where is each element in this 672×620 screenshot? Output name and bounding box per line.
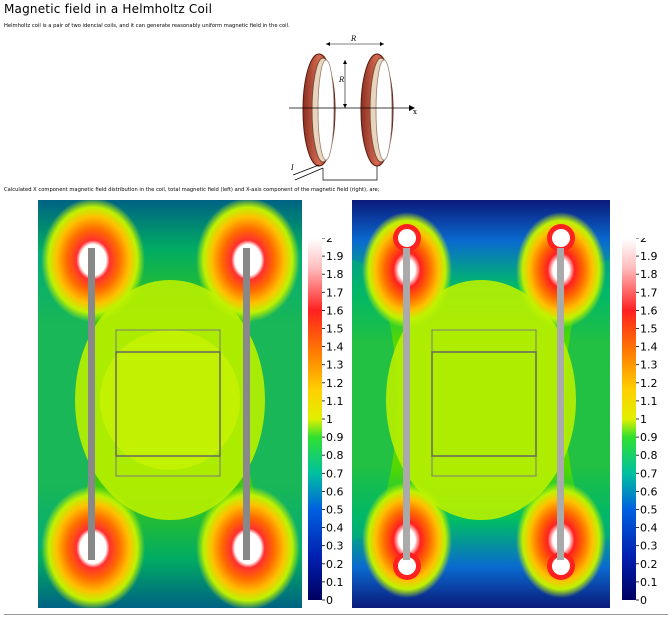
colorbar-tick-label: 0.2: [326, 558, 344, 571]
colorbar-tick-label: 2: [326, 238, 333, 245]
colorbar-tick-label: 0.7: [640, 467, 658, 480]
colorbar-tick-label: 0.3: [326, 540, 344, 553]
colorbar-tick-label: 1.3: [640, 359, 658, 372]
colorbar-tick-label: 1.2: [640, 377, 658, 390]
intro-text: Helmholtz coil is a pair of two idencial…: [4, 23, 290, 29]
x-axis-label: x: [413, 108, 417, 116]
colorbar-tick-label: 1.5: [640, 323, 658, 336]
radius-label: R: [338, 76, 345, 84]
horizontal-rule: [4, 614, 668, 615]
colorbar-tick-label: 1.9: [640, 250, 658, 263]
colorbar-tick-label: 1.4: [640, 341, 658, 354]
colorbar-tick-label: 1: [326, 413, 333, 426]
colorbar-tick-label: 1.9: [326, 250, 344, 263]
field-map-right: [352, 200, 610, 608]
current-label: I: [290, 164, 294, 172]
colorbar-tick-label: 0.7: [326, 467, 344, 480]
figure-description: Calculated X component magnetic field di…: [4, 187, 380, 193]
field-map-left: [38, 200, 302, 608]
colorbar-tick-label: 1.6: [326, 304, 344, 317]
colorbar-gradient: 2 1.9 1.8 1.7 1.6 1.5 1.4 1.3 1.2 1.1 1 0.9 0.8 0.7 0.…: [622, 232, 658, 607]
colorbar-tick-label: 0.3: [640, 540, 658, 553]
colorbar-left: 2 1.9 1.8 1.7 1.6 1.5 1.4 1.3 1.2 1.1 1 0.9 0.8 0.7 0.…: [308, 232, 354, 608]
colorbar-tick-label: 1.8: [326, 268, 344, 281]
page-title: Magnetic field in a Helmholtz Coil: [4, 2, 213, 16]
right-conductor: [243, 248, 250, 560]
colorbar-tick-label: 1.3: [326, 359, 344, 372]
colorbar-tick-label: 0.8: [326, 449, 344, 462]
colorbar-tick-label: 0.5: [326, 504, 344, 517]
spacing-label: R: [350, 35, 357, 43]
colorbar-tick-label: 1.7: [640, 286, 658, 299]
colorbar-tick-label: 0.4: [326, 522, 344, 535]
right-conductor: [557, 248, 564, 560]
colorbar-tick-label: 0: [326, 594, 333, 604]
colorbar-tick-label: 1.6: [640, 304, 658, 317]
colorbar-tick-label: 1.7: [326, 286, 344, 299]
current-lead: [292, 164, 320, 176]
colorbar-tick-label: 2: [640, 238, 647, 245]
colorbar-tick-label: 0.6: [326, 485, 344, 498]
colorbar-tick-label: 0.2: [640, 558, 658, 571]
inner-region-box: [115, 351, 221, 457]
colorbar-tick-label: 1.5: [326, 323, 344, 336]
colorbar-tick-label: 1.4: [326, 341, 344, 354]
colorbar-tick-label: 1.8: [640, 268, 658, 281]
colorbar-tick-label: 1: [640, 413, 647, 426]
colorbar-tick-label: 0.1: [326, 576, 344, 589]
colorbar-tick-label: 0.9: [640, 431, 658, 444]
colorbar-gradient: 2 1.9 1.8 1.7 1.6 1.5 1.4 1.3 1.2 1.1 1 0.9 0.8 0.7 0.…: [308, 232, 344, 607]
colorbar-tick-label: 1.2: [326, 377, 344, 390]
inner-region-box: [431, 351, 537, 457]
right-coil: [360, 53, 394, 167]
x-axis-arrow-icon: [409, 105, 415, 111]
left-conductor: [403, 248, 410, 560]
left-coil: [302, 53, 336, 167]
left-conductor: [88, 248, 95, 560]
colorbar-tick-label: 0.5: [640, 504, 658, 517]
colorbar-tick-label: 0.9: [326, 431, 344, 444]
colorbar-tick-label: 1.1: [640, 395, 658, 408]
colorbar-tick-label: 1.1: [326, 395, 344, 408]
helmholtz-coil-diagram: x R R I: [289, 35, 417, 181]
colorbar-tick-label: 0: [640, 594, 647, 604]
colorbar-tick-label: 0.4: [640, 522, 658, 535]
colorbar-right: 2 1.9 1.8 1.7 1.6 1.5 1.4 1.3 1.2 1.1 1 0.9 0.8 0.7 0.…: [622, 232, 668, 608]
colorbar-tick-label: 0.1: [640, 576, 658, 589]
colorbar-tick-label: 0.6: [640, 485, 658, 498]
colorbar-tick-label: 0.8: [640, 449, 658, 462]
